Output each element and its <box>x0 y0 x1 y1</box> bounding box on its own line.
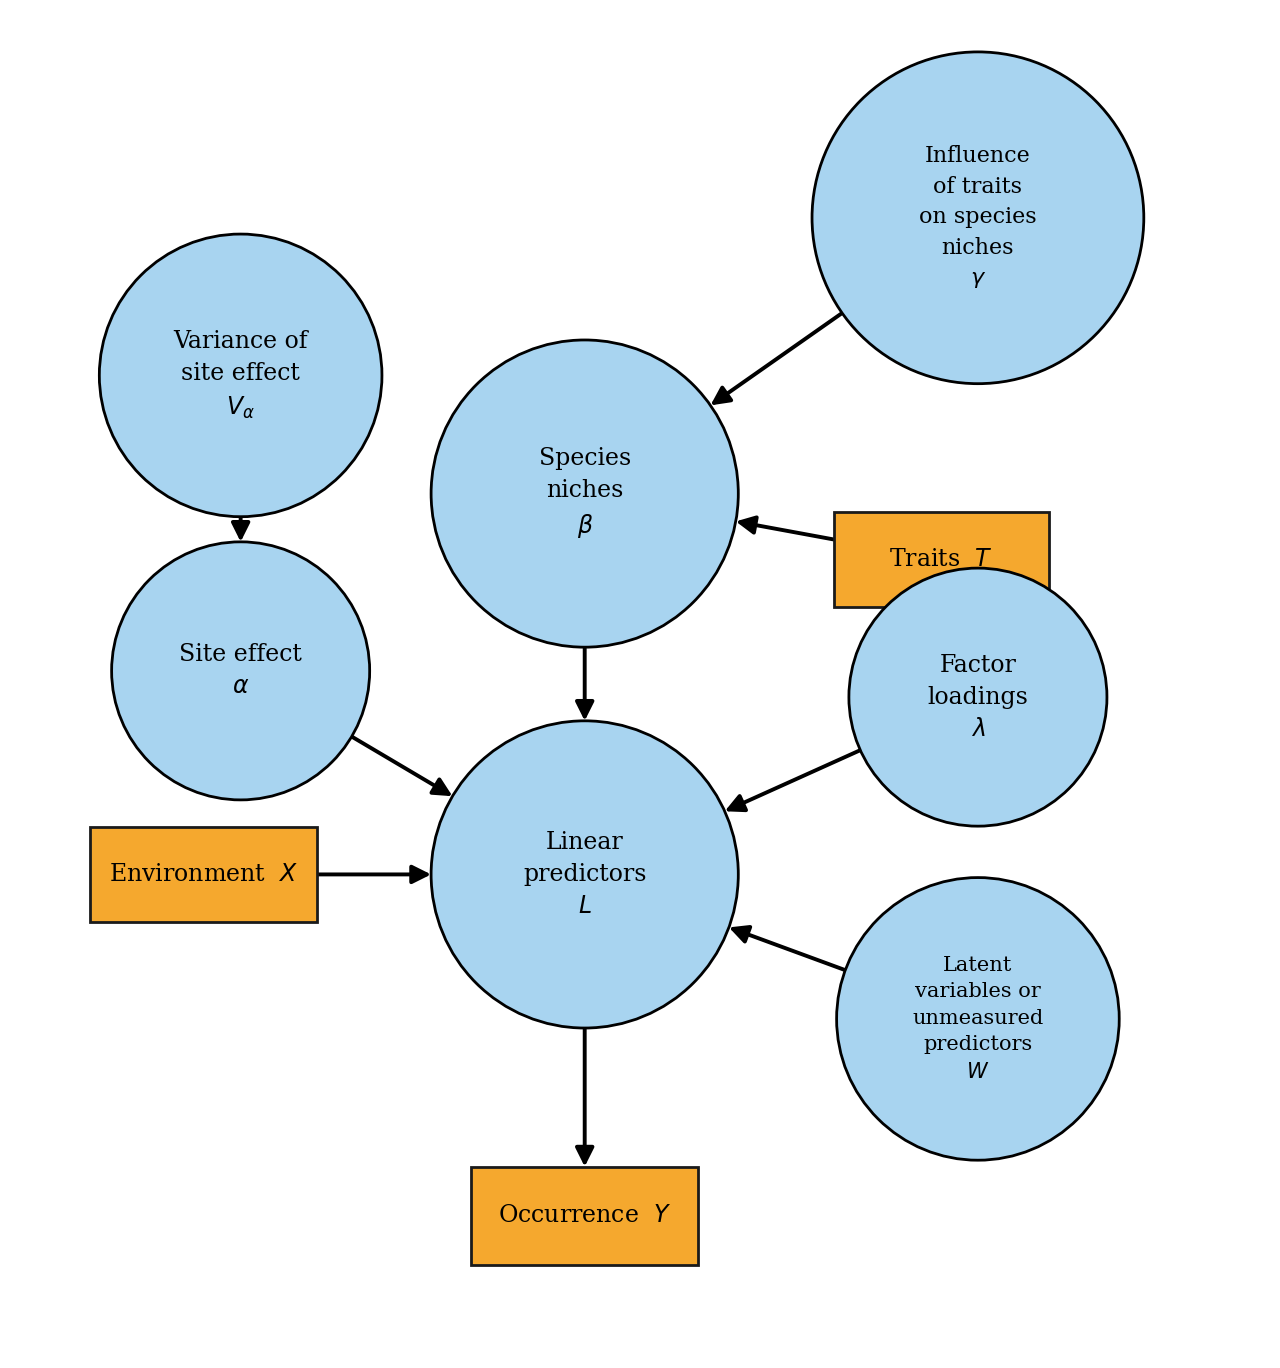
Text: Variance of
site effect
$V_\alpha$: Variance of site effect $V_\alpha$ <box>173 330 308 421</box>
Ellipse shape <box>812 52 1144 383</box>
Text: Influence
of traits
on species
niches
$\gamma$: Influence of traits on species niches $\… <box>919 145 1037 290</box>
Ellipse shape <box>837 878 1119 1160</box>
Text: Occurrence  $Y$: Occurrence $Y$ <box>498 1204 671 1227</box>
FancyBboxPatch shape <box>471 1167 699 1265</box>
Ellipse shape <box>111 542 370 800</box>
Text: Traits  $T$: Traits $T$ <box>890 547 993 570</box>
Text: Species
niches
$\beta$: Species niches $\beta$ <box>539 447 631 540</box>
Ellipse shape <box>100 234 381 517</box>
Text: Latent
variables or
unmeasured
predictors
$W$: Latent variables or unmeasured predictor… <box>913 956 1043 1082</box>
Ellipse shape <box>849 568 1107 826</box>
Ellipse shape <box>431 721 739 1027</box>
FancyBboxPatch shape <box>833 512 1048 606</box>
Text: Factor
loadings
$\lambda$: Factor loadings $\lambda$ <box>928 654 1028 740</box>
Text: Site effect
$\alpha$: Site effect $\alpha$ <box>179 643 302 699</box>
Text: Environment  $X$: Environment $X$ <box>109 863 298 886</box>
Ellipse shape <box>431 341 739 647</box>
FancyBboxPatch shape <box>90 828 317 922</box>
Text: Linear
predictors
$L$: Linear predictors $L$ <box>524 830 646 918</box>
